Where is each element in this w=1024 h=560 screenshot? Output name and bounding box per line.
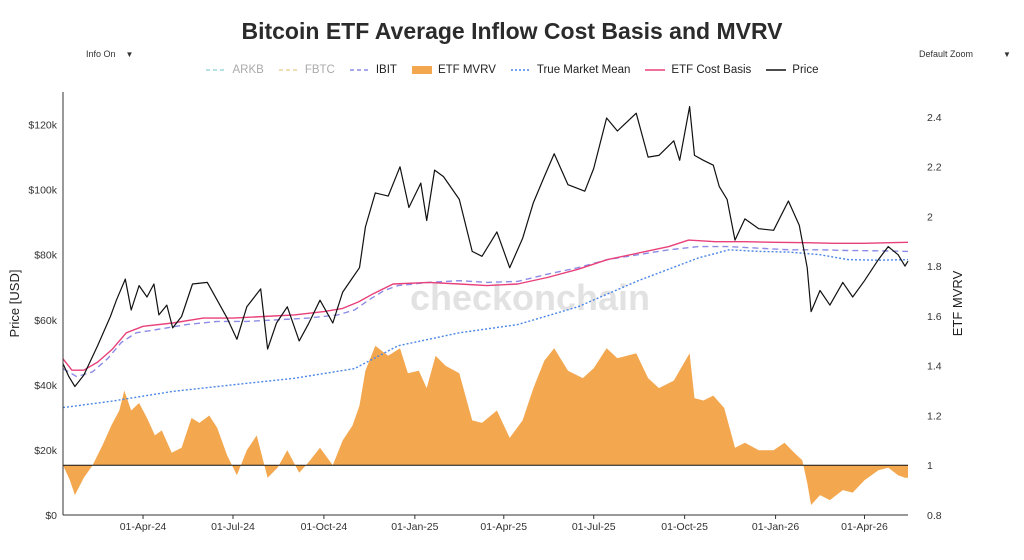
info-toggle-button[interactable]: Info On ▼ [86,49,133,59]
caret-down-icon: ▼ [125,50,134,59]
caret-down-icon: ▼ [1003,50,1011,59]
x-tick-label: 01-Jul-25 [572,521,616,533]
legend-item-true-market-mean[interactable]: True Market Mean [510,64,631,76]
legend-label: ETF Cost Basis [671,64,752,76]
legend-item-ibit[interactable]: IBIT [349,64,397,76]
legend-swatch [349,69,370,71]
x-tick-label: 01-Jan-25 [391,521,438,533]
y2-tick-label: 1 [927,460,933,472]
y2-tick-label: 2 [927,211,933,223]
legend-item-fbtc[interactable]: FBTC [278,64,335,76]
y2-tick-label: 1.4 [927,361,942,373]
legend-swatch [645,69,666,71]
series-etf-cost-basis-line [62,239,909,371]
legend-item-etf-cost-basis[interactable]: ETF Cost Basis [644,64,751,76]
x-tick-label: 01-Apr-25 [480,521,527,533]
legend-item-price[interactable]: Price [765,64,819,76]
y2-axis-title: ETF MVRV [950,270,965,336]
x-tick-label: 01-Oct-24 [301,521,348,533]
legend: ARKB FBTC IBIT ETF MVRV True Market Mean ETF … [0,64,1024,76]
y2-tick-label: 1.6 [927,311,942,323]
x-tick-label: 01-Jul-24 [211,521,255,533]
x-tick-label: 01-Apr-26 [841,521,888,533]
y2-tick-label: 1.2 [927,410,942,422]
series-true-market-mean-line [62,249,909,409]
zoom-select-label: Default Zoom [919,49,974,59]
series-price-line [62,106,909,388]
y-axis-title: Price [USD] [7,270,22,338]
legend-item-etf-mvrv[interactable]: ETF MVRV [411,64,496,76]
zoom-select-button[interactable]: Default Zoom ▼ [919,49,1011,59]
series-etf-mvrv-area [63,345,908,505]
legend-swatch [206,69,227,71]
legend-label: ETF MVRV [437,64,496,76]
y-tick-label: $20k [34,445,58,457]
y-tick-label: $60k [34,315,58,327]
legend-swatch [278,69,299,71]
y2-tick-label: 2.2 [927,162,942,174]
legend-label: Price [792,64,819,76]
chart-title: Bitcoin ETF Average Inflow Cost Basis an… [241,18,783,44]
series-ibit-line [62,245,909,378]
x-tick-label: 01-Jan-26 [752,521,799,533]
x-tick-label: 01-Apr-24 [120,521,167,533]
y2-tick-label: 2.4 [927,112,942,124]
legend-item-arkb[interactable]: ARKB [205,64,264,76]
legend-swatch [411,66,432,74]
y-tick-label: $120k [28,120,57,132]
y-tick-label: $80k [34,250,58,262]
y2-tick-label: 1.8 [927,261,942,273]
y-tick-label: $40k [34,380,58,392]
legend-label: True Market Mean [536,64,631,76]
legend-label: IBIT [375,64,397,76]
y2-tick-label: 0.8 [927,510,942,522]
legend-label: ARKB [232,64,264,76]
info-toggle-label: Info On [86,49,116,59]
y-tick-label: $0 [45,510,57,522]
legend-label: FBTC [304,64,335,76]
legend-swatch [766,69,787,71]
x-tick-label: 01-Oct-25 [661,521,708,533]
y-tick-label: $100k [28,185,57,197]
legend-swatch [510,69,531,71]
